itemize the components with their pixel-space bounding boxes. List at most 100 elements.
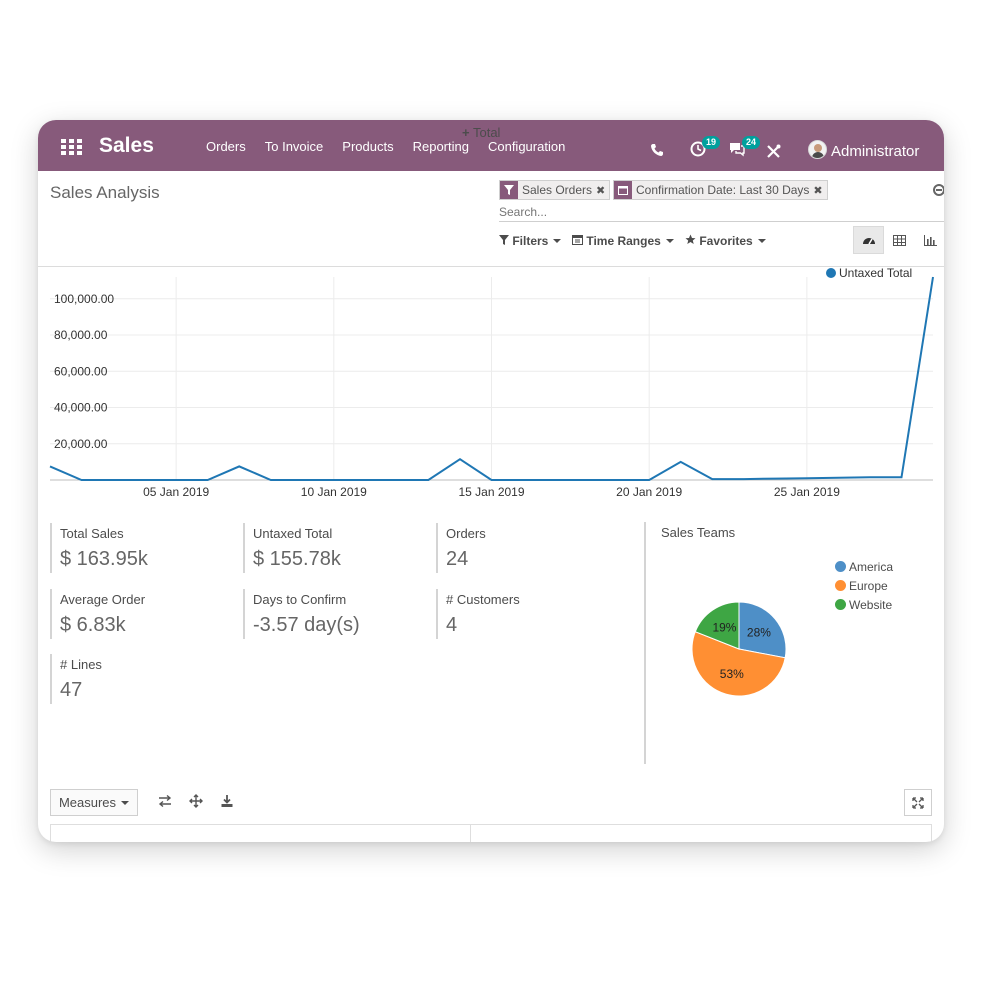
legend-dot — [826, 268, 836, 278]
total-label: Total — [472, 125, 501, 140]
kpi-customers[interactable]: # Customers 4 — [436, 589, 616, 639]
time-ranges-dropdown[interactable]: Time Ranges — [572, 234, 674, 248]
graph-view-button[interactable] — [915, 226, 944, 254]
measures-dropdown[interactable]: Measures — [50, 789, 138, 816]
y-tick-label: 80,000.00 — [54, 328, 108, 342]
debug-tools-icon[interactable] — [766, 144, 781, 164]
caret-down-icon — [757, 239, 766, 243]
kpi-lines[interactable]: # Lines 47 — [50, 654, 230, 704]
dashboard-view-button[interactable] — [853, 226, 884, 254]
plus-icon: + — [462, 125, 470, 140]
download-icon[interactable] — [220, 794, 236, 810]
time-ranges-label: Time Ranges — [586, 234, 661, 248]
kpi-label: # Customers — [446, 592, 520, 607]
kpi-value: 4 — [446, 614, 458, 636]
filters-label: Filters — [512, 234, 549, 248]
pie-slice-website — [694, 601, 740, 650]
kpi-total-sales[interactable]: Total Sales $ 163.95k — [50, 523, 230, 573]
pie-label-europe: 53% — [720, 667, 744, 681]
user-avatar[interactable] — [808, 140, 827, 159]
x-tick-label: 15 Jan 2019 — [458, 485, 524, 499]
y-tick-label: 40,000.00 — [54, 401, 108, 415]
graph-icon — [924, 234, 937, 246]
kpi-untaxed-total[interactable]: Untaxed Total $ 155.78k — [243, 523, 423, 573]
kpi-value: 47 — [60, 679, 83, 701]
kpi-label: # Lines — [60, 657, 102, 672]
messages-count-badge: 24 — [742, 136, 761, 149]
kpi-days-to-confirm[interactable]: Days to Confirm -3.57 day(s) — [243, 589, 423, 639]
favorites-label: Favorites — [699, 234, 753, 248]
legend-dot — [835, 561, 846, 572]
user-name[interactable]: Administrator — [831, 143, 920, 160]
caret-down-icon — [665, 239, 674, 243]
line-chart: 20,000.00 40,000.00 60,000.00 80,000.00 100,… — [38, 266, 944, 507]
calendar-icon — [614, 181, 632, 199]
app-title[interactable]: Sales — [99, 134, 154, 157]
kpi-orders[interactable]: Orders 24 — [436, 523, 616, 573]
series-line-untaxed-total — [49, 276, 934, 481]
apps-menu-icon[interactable] — [61, 139, 82, 155]
pivot-icon — [893, 234, 906, 246]
menu-item-configuration[interactable]: Configuration — [487, 139, 566, 154]
x-tick-label: 10 Jan 2019 — [301, 485, 367, 499]
x-tick-label: 05 Jan 2019 — [143, 485, 209, 499]
menu-item-reporting[interactable]: Reporting — [412, 139, 469, 154]
collapse-icon[interactable] — [933, 184, 944, 196]
menu-item-orders[interactable]: Orders — [206, 139, 246, 154]
remove-facet-icon[interactable]: ✖ — [813, 184, 823, 197]
kpi-label: Orders — [446, 526, 486, 541]
main-menu: Orders To Invoice Products Reporting Con… — [206, 139, 584, 154]
line-chart-svg: 20,000.00 40,000.00 60,000.00 80,000.00 100,… — [49, 266, 934, 499]
legend-label: Europe — [849, 579, 888, 593]
legend-item-website[interactable]: Website — [835, 598, 892, 612]
phone-icon[interactable] — [650, 143, 664, 162]
pivot-view-button[interactable] — [884, 226, 915, 254]
filters-dropdown[interactable]: Filters — [499, 234, 562, 248]
legend-dot — [835, 580, 846, 591]
search-input[interactable] — [499, 202, 944, 222]
caret-down-icon — [121, 800, 130, 805]
legend-label: America — [849, 560, 894, 574]
flip-axis-icon[interactable] — [158, 794, 174, 810]
kpi-label: Average Order — [60, 592, 146, 607]
filter-icon — [500, 181, 518, 199]
kpi-value: $ 163.95k — [60, 548, 148, 570]
menu-item-products[interactable]: Products — [342, 139, 394, 154]
star-icon — [685, 234, 696, 244]
search-facet-confirmation-date: Confirmation Date: Last 30 Days ✖ — [613, 180, 828, 200]
kpi-average-order[interactable]: Average Order $ 6.83k — [50, 589, 230, 639]
pivot-corner-cell — [51, 825, 471, 842]
fullscreen-button[interactable] — [904, 789, 932, 816]
facet-label: Sales Orders — [522, 183, 593, 197]
dashboard-icon — [862, 238, 875, 245]
pivot-total-header[interactable]: + Total — [462, 125, 500, 140]
messages-icon[interactable]: 24 — [728, 136, 761, 162]
legend-label: Website — [849, 598, 893, 612]
activity-count-badge: 19 — [702, 136, 721, 149]
calendar-icon — [572, 235, 583, 245]
remove-facet-icon[interactable]: ✖ — [596, 184, 606, 197]
kpi-value: 24 — [446, 548, 469, 570]
top-navbar: Sales Orders To Invoice Products Reporti… — [38, 120, 944, 171]
breadcrumb: Sales Analysis — [50, 183, 160, 202]
pie-label-america: 28% — [747, 626, 771, 640]
y-tick-label: 20,000.00 — [54, 437, 108, 451]
legend-label-untaxed-total: Untaxed Total — [839, 267, 912, 280]
filter-icon — [499, 235, 509, 245]
expand-all-icon[interactable] — [189, 794, 205, 810]
x-tick-label: 20 Jan 2019 — [616, 485, 682, 499]
kpi-label: Days to Confirm — [253, 592, 347, 607]
menu-item-to-invoice[interactable]: To Invoice — [264, 139, 324, 154]
pie-slice-america — [738, 601, 787, 659]
control-panel: Sales Analysis Sales Orders ✖ Confirmati… — [38, 171, 944, 267]
favorites-dropdown[interactable]: Favorites — [685, 234, 766, 248]
sales-teams-title: Sales Teams — [661, 525, 736, 540]
measures-label: Measures — [58, 795, 117, 810]
legend-item-america[interactable]: America — [835, 560, 893, 574]
legend-item-europe[interactable]: Europe — [835, 579, 888, 593]
fullscreen-icon — [912, 796, 924, 809]
search-facet-sales-orders: Sales Orders ✖ — [499, 180, 611, 200]
pie-label-website: 19% — [712, 621, 736, 635]
kpi-value: $ 155.78k — [253, 548, 341, 570]
activity-icon[interactable]: 19 — [690, 136, 721, 162]
